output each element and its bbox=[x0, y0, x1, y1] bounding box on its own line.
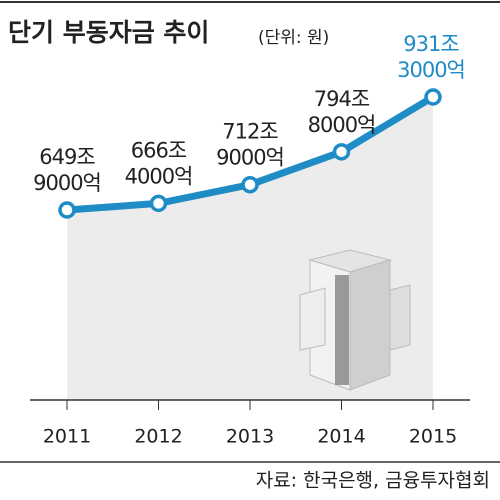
value-label: 712조 bbox=[222, 120, 278, 144]
point bbox=[424, 88, 442, 106]
point bbox=[332, 143, 351, 161]
x-tick-label: 2015 bbox=[409, 426, 457, 448]
value-label: 9000억 bbox=[33, 171, 101, 195]
point bbox=[241, 175, 259, 194]
x-tick-label: 2011 bbox=[43, 426, 91, 448]
chart-subtitle: (단위: 원) bbox=[258, 28, 329, 48]
x-tick-label: 2013 bbox=[226, 426, 274, 448]
cube-illustration bbox=[299, 249, 411, 391]
value-label: 3000억 bbox=[397, 58, 465, 82]
point bbox=[58, 201, 76, 219]
value-label: 4000억 bbox=[125, 164, 193, 188]
value-label: 794조 bbox=[314, 87, 370, 111]
value-label: 666조 bbox=[131, 138, 187, 162]
value-label: 931조 bbox=[403, 32, 459, 56]
chart-title: 단기 부동자금 추이 bbox=[8, 18, 209, 47]
value-label: 649조 bbox=[39, 145, 95, 169]
point bbox=[149, 194, 168, 213]
source: 자료: 한국은행, 금융투자협회 bbox=[256, 470, 490, 492]
x-tick-label: 2012 bbox=[134, 426, 182, 448]
value-label: 9000억 bbox=[216, 146, 284, 170]
value-label: 8000억 bbox=[308, 113, 376, 137]
x-tick-label: 2014 bbox=[317, 426, 365, 448]
